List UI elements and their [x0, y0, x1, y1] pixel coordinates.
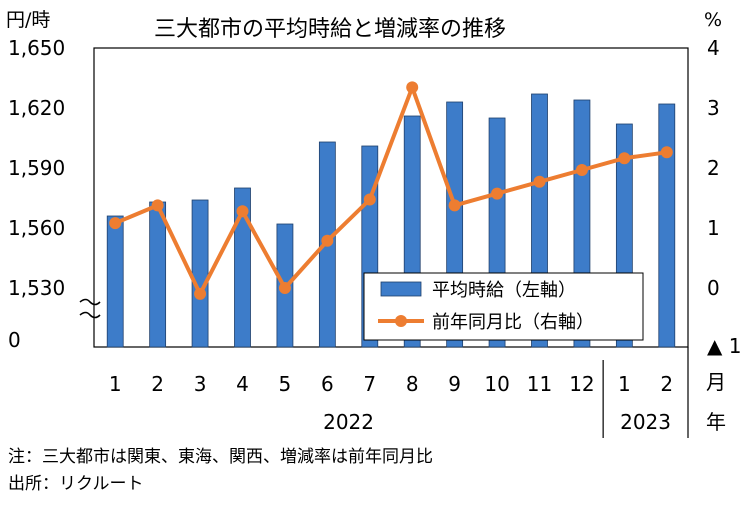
line-point-13	[618, 152, 631, 165]
left-tick-label: 1,620	[8, 96, 65, 120]
source-text: 出所：リクルート	[8, 474, 144, 494]
line-point-5	[278, 282, 291, 294]
left-axis-unit: 円/時	[6, 9, 50, 31]
x-tick-label: 2	[660, 372, 673, 396]
line-point-12	[575, 164, 588, 176]
x-tick-label: 2	[151, 372, 164, 396]
line-point-11	[533, 175, 546, 188]
x-tick-label: 1	[109, 372, 122, 396]
bar-14	[658, 103, 676, 348]
line-point-7	[363, 193, 376, 206]
bar-4	[234, 187, 251, 348]
bar-2	[149, 201, 167, 348]
right-tick-label: 3	[707, 96, 720, 120]
year-label: 2022	[323, 410, 374, 434]
x-tick-label: 12	[569, 372, 594, 396]
x-unit-label: 年	[706, 410, 726, 434]
left-tick-label: 0	[8, 328, 21, 352]
left-tick-label: 1,560	[8, 216, 65, 240]
legend-label: 平均時給（左軸）	[432, 280, 576, 301]
x-tick-label: 7	[363, 372, 376, 396]
line-point-2	[151, 199, 164, 212]
x-tick-label: 1	[618, 372, 631, 396]
x-tick-label: 11	[527, 372, 552, 396]
left-tick-label: 1,530	[8, 276, 65, 300]
bar-3	[191, 199, 209, 348]
right-tick-label: 2	[707, 156, 720, 180]
x-tick-label: 4	[236, 372, 249, 396]
legend-label: 前年同月比（右軸）	[432, 312, 594, 333]
line-point-8	[406, 81, 419, 94]
x-tick-label: 3	[194, 372, 207, 396]
line-point-10	[491, 187, 504, 200]
chart-title: 三大都市の平均時給と増減率の推移	[154, 17, 506, 42]
bar-1	[106, 215, 124, 348]
right-tick-label: 0	[707, 276, 720, 300]
right-tick-label: 4	[707, 36, 720, 60]
legend: 平均時給（左軸） 前年同月比（右軸）	[363, 272, 644, 341]
axis-break-mark	[79, 311, 101, 319]
legend-swatch-marker	[395, 315, 407, 327]
left-tick-label: 1,590	[8, 156, 65, 180]
line-series	[114, 85, 668, 296]
left-tick-label: 1,650	[8, 36, 65, 60]
line-point-14	[660, 146, 673, 159]
plot-area-frame	[93, 47, 689, 348]
legend-swatch-bar	[380, 281, 422, 297]
line-point-3	[194, 287, 207, 300]
note-text: 注：三大都市は関東、東海、関西、増減率は前年同月比	[8, 447, 433, 467]
right-axis-unit: %	[704, 9, 722, 31]
x-tick-label: 6	[321, 372, 334, 396]
x-tick-label: 10	[484, 372, 509, 396]
line-point-1	[109, 217, 122, 230]
line-point-4	[236, 205, 249, 218]
axis-break-mark	[79, 298, 101, 306]
line-point-6	[321, 234, 334, 247]
x-tick-label: 8	[406, 372, 419, 396]
x-tick-label: 5	[279, 372, 292, 396]
x-tick-label: 9	[448, 372, 461, 396]
x-unit-label: 月	[706, 370, 726, 394]
line-point-9	[448, 199, 461, 212]
year-label: 2023	[620, 410, 671, 434]
right-tick-label: 1	[707, 216, 720, 240]
right-tick-label: ▲ 1	[707, 334, 741, 358]
